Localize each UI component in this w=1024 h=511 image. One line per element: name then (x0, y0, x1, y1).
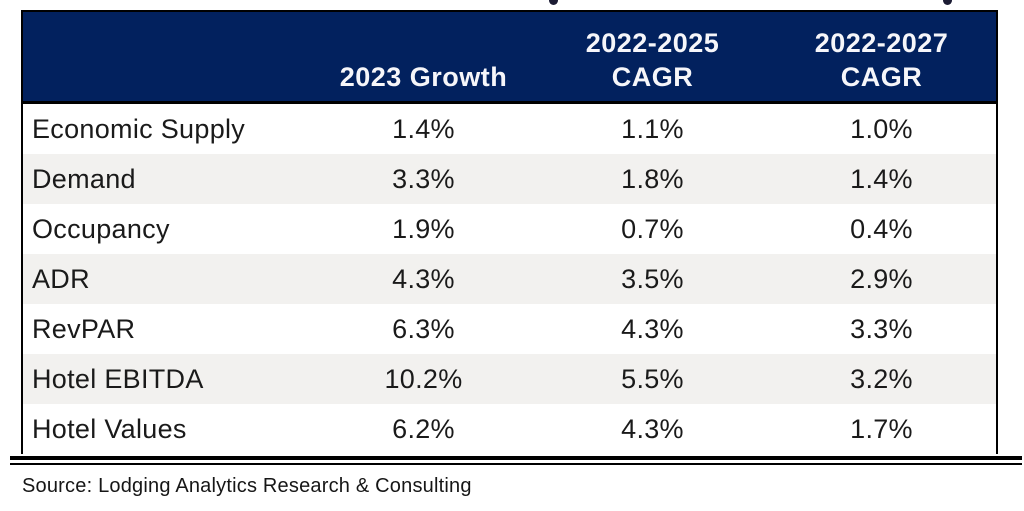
table-row: RevPAR 6.3% 4.3% 3.3% (23, 304, 996, 354)
table-row: Economic Supply 1.4% 1.1% 1.0% (23, 104, 996, 154)
cagr-2025-value: 4.3% (621, 313, 684, 344)
cropped-text-fragment (549, 0, 558, 5)
row-label: Hotel Values (32, 413, 187, 444)
row-label: Occupancy (32, 213, 170, 244)
table-header-row: 2023 Growth 2022-2025 CAGR 2022-2027 CAG… (23, 12, 996, 104)
source-attribution: Source: Lodging Analytics Research & Con… (22, 475, 472, 497)
row-label: Hotel EBITDA (32, 363, 204, 394)
header-label-line1: 2022-2027 (814, 28, 949, 58)
cagr-2027-value: 2.9% (850, 263, 913, 294)
cropped-text-fragment (943, 0, 952, 5)
cagr-2025-value: 3.5% (621, 263, 684, 294)
cagr-2025-value: 5.5% (621, 363, 684, 394)
cagr-2025-value: 4.3% (621, 413, 684, 444)
header-cell-2022-2027-cagr: 2022-2027 CAGR (767, 12, 996, 101)
cagr-2027-value: 1.4% (850, 163, 913, 194)
cagr-2027-value: 1.7% (850, 413, 913, 444)
growth-value: 6.2% (392, 413, 455, 444)
growth-value: 10.2% (384, 363, 463, 394)
header-label-line2: CAGR (611, 62, 694, 92)
header-label-line1: 2022-2025 (585, 28, 720, 58)
table-row: Hotel Values 6.2% 4.3% 1.7% (23, 404, 996, 454)
cagr-2025-value: 1.1% (621, 113, 684, 144)
row-label: Economic Supply (32, 113, 246, 144)
row-label: RevPAR (32, 313, 136, 344)
cagr-2025-value: 0.7% (621, 213, 684, 244)
header-label-line2: CAGR (840, 62, 923, 92)
table-row: Hotel EBITDA 10.2% 5.5% 3.2% (23, 354, 996, 404)
forecast-table: 2023 Growth 2022-2025 CAGR 2022-2027 CAG… (21, 10, 998, 454)
table-bottom-rule-thin (10, 463, 1022, 465)
header-cell-2022-2025-cagr: 2022-2025 CAGR (538, 12, 767, 101)
table-row: Occupancy 1.9% 0.7% 0.4% (23, 204, 996, 254)
table-row: ADR 4.3% 3.5% 2.9% (23, 254, 996, 304)
header-cell-2023-growth: 2023 Growth (309, 12, 538, 101)
cagr-2027-value: 3.3% (850, 313, 913, 344)
table-row: Demand 3.3% 1.8% 1.4% (23, 154, 996, 204)
growth-value: 1.9% (392, 213, 455, 244)
cagr-2025-value: 1.8% (621, 163, 684, 194)
cagr-2027-value: 3.2% (850, 363, 913, 394)
header-cell-blank (23, 12, 309, 101)
growth-value: 4.3% (392, 263, 455, 294)
header-label: 2023 Growth (339, 62, 508, 92)
growth-value: 1.4% (392, 113, 455, 144)
growth-value: 3.3% (392, 163, 455, 194)
table-bottom-rule-thick (10, 456, 1022, 460)
cagr-2027-value: 1.0% (850, 113, 913, 144)
row-label: ADR (32, 263, 90, 294)
growth-value: 6.3% (392, 313, 455, 344)
row-label: Demand (32, 163, 136, 194)
cagr-2027-value: 0.4% (850, 213, 913, 244)
